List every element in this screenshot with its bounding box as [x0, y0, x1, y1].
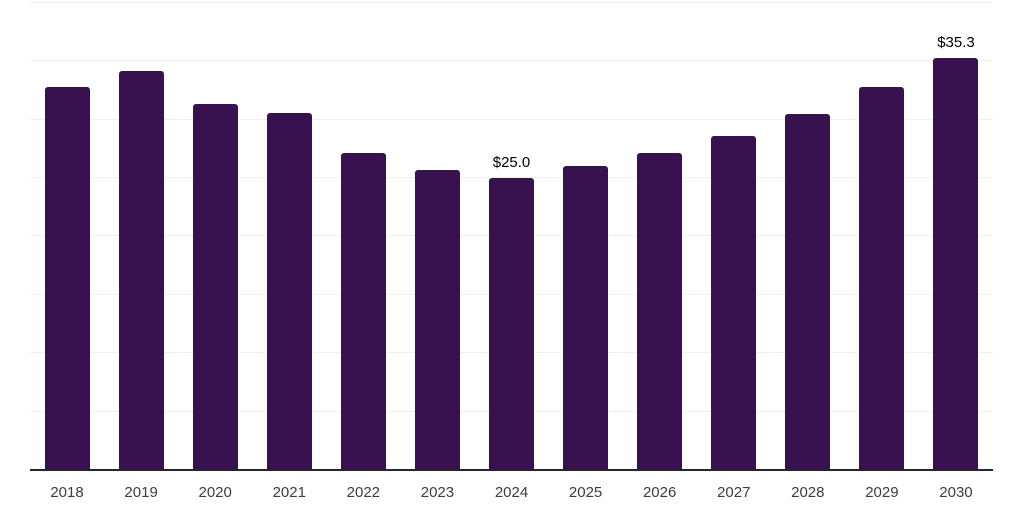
x-tick-label-2018: 2018	[50, 484, 84, 501]
bar-2019	[118, 70, 164, 470]
x-tick-label-2030: 2030	[939, 484, 973, 501]
gridline-40	[30, 1, 993, 3]
x-tick-label-2028: 2028	[791, 484, 825, 501]
bar-2024: $25.0	[489, 154, 534, 470]
bar-slot-2024: $25.0	[474, 0, 548, 470]
bar-2020	[192, 104, 238, 470]
x-tick-label-2020: 2020	[198, 484, 232, 501]
bar-slot-2023	[400, 0, 474, 470]
bar-2018	[44, 86, 90, 470]
x-tick-label-2029: 2029	[865, 484, 899, 501]
bar-2027	[711, 135, 757, 470]
x-tick-label-2026: 2026	[642, 484, 677, 501]
x-tick-label-2022: 2022	[346, 484, 381, 501]
bar-2029	[859, 86, 905, 470]
gridline-35	[30, 60, 993, 62]
bar-slot-2018	[30, 0, 104, 470]
bar-slot-2027	[697, 0, 771, 470]
x-axis-line	[30, 469, 993, 471]
bar-slot-2021	[252, 0, 326, 470]
x-labels-row: 2018 2019 2020 2021 2022 2023 2024 2025 2026 2027…	[30, 484, 993, 501]
bar-slot-2029	[845, 0, 919, 470]
x-tick-label-2023: 2023	[420, 484, 455, 501]
x-tick-label-2021: 2021	[272, 484, 306, 501]
bar-slot-2028	[771, 0, 845, 470]
bar-2022	[340, 153, 386, 470]
x-tick-label-2024: 2024	[494, 484, 529, 501]
value-label-2030: $35.3	[937, 33, 975, 51]
bar-slot-2026	[623, 0, 697, 470]
bar-slot-2022	[326, 0, 400, 470]
bar-slot-2030: $35.3	[919, 0, 993, 470]
bar-2025	[563, 166, 609, 470]
bar-2023	[414, 169, 460, 470]
bar-slot-2025	[549, 0, 623, 470]
x-tick-label-2025: 2025	[568, 484, 603, 501]
bar-2026	[637, 153, 683, 470]
gridline-25	[30, 177, 993, 178]
gridline-30	[30, 118, 993, 120]
bar-slot-2019	[104, 0, 178, 470]
bars-row: $25.0 $35.3	[30, 0, 993, 470]
x-tick-label-2019: 2019	[124, 484, 158, 501]
value-label-2024: $25.0	[492, 154, 531, 171]
bar-2021	[266, 112, 312, 470]
bar-2030: $35.3	[933, 34, 979, 470]
bar-slot-2020	[178, 0, 252, 470]
plot-area: $25.0 $35.3	[30, 0, 993, 471]
x-tick-label-2027: 2027	[717, 484, 751, 501]
bar-2028	[785, 113, 831, 470]
